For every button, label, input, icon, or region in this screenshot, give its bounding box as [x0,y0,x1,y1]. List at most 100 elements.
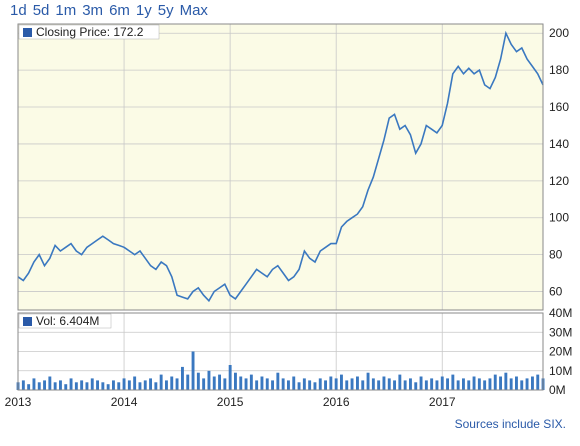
volume-legend-swatch [23,317,32,326]
volume-bar [154,382,158,390]
volume-bar [520,380,524,390]
volume-y-tick-label: 30M [549,325,572,339]
volume-bar [393,380,396,390]
volume-bar [398,374,402,390]
volume-y-axis: 0M 10M 20M 30M 40M [549,306,572,397]
volume-bar [239,376,243,390]
range-3m-button[interactable]: 3m [82,2,104,19]
volume-bar [451,374,455,390]
volume-bar [308,380,312,390]
volume-bar [159,374,163,390]
volume-bar [456,380,460,390]
volume-bar [196,372,200,390]
volume-bar [212,376,216,390]
volume-bar [127,380,131,390]
volume-bar [387,378,391,390]
range-1m-button[interactable]: 1m [55,2,77,19]
volume-bar [403,380,407,390]
volume-bar [297,382,301,390]
volume-bar [350,378,354,390]
range-5y-button[interactable]: 5y [157,2,174,19]
x-tick-label: 2013 [5,395,32,409]
price-panel-background [18,24,543,310]
volume-bar [48,376,52,390]
volume-bar [106,384,110,390]
volume-bar [302,378,306,390]
volume-y-tick-label: 10M [549,364,572,378]
volume-bar [186,374,190,390]
volume-bar [430,378,434,390]
volume-bar [74,382,78,390]
volume-bar [313,382,317,390]
volume-bar [255,380,259,390]
volume-bar [493,374,497,390]
volume-bar [117,382,121,390]
volume-bar [21,380,25,390]
volume-bar [143,380,147,390]
volume-bar [85,382,89,390]
volume-bar [59,380,62,390]
volume-bar [175,378,179,390]
volume-bar [440,376,444,390]
volume-bar [371,378,375,390]
price-y-tick-label: 140 [549,137,569,151]
price-y-tick-label: 180 [549,63,569,77]
volume-bar [207,370,211,391]
volume-bar [281,378,285,390]
volume-bar [472,376,476,390]
volume-bar [334,378,338,390]
volume-bar [462,378,465,390]
volume-bar [223,378,227,390]
volume-bar [525,378,529,390]
volume-bar [37,382,41,390]
price-legend-swatch [23,28,32,37]
volume-legend-box [18,313,112,329]
volume-y-tick-label: 0M [549,383,566,397]
volume-bar [271,380,274,390]
volume-bar [133,376,137,390]
x-axis: 2013 2014 2015 2016 2017 [5,395,456,409]
range-selector: 1d 5d 1m 3m 6m 1y 5y Max [10,0,208,22]
volume-bar [409,378,412,390]
volume-bar [43,380,46,390]
volume-bar [90,378,94,390]
volume-bar [191,351,195,390]
volume-bar [170,376,174,390]
volume-bar [504,372,508,390]
volume-bar [435,380,439,390]
volume-bar [531,376,534,390]
x-tick-label: 2014 [111,395,138,409]
volume-bar [228,365,232,390]
volume-bar [488,378,492,390]
source-note: Sources include SIX. [454,417,566,431]
range-6m-button[interactable]: 6m [109,2,130,19]
range-1y-button[interactable]: 1y [135,2,152,19]
price-y-tick-label: 80 [549,248,563,262]
range-max-button[interactable]: Max [179,2,208,19]
volume-bar [536,374,540,390]
range-1d-button[interactable]: 1d [10,2,27,19]
price-y-tick-label: 60 [549,285,563,299]
volume-bar [101,382,105,390]
volume-bar [424,380,428,390]
volume-bar [287,380,290,390]
volume-bar [329,376,333,390]
volume-bar [249,374,253,390]
x-tick-label: 2015 [217,395,244,409]
volume-y-tick-label: 40M [549,306,572,320]
volume-bar [112,380,115,390]
volume-bar [377,380,381,390]
volume-bar [446,378,449,390]
volume-bar [27,384,31,390]
volume-bar [324,380,327,390]
price-y-axis: 60 80 100 120 140 160 180 200 [549,26,569,298]
volume-bar [515,376,518,390]
range-5d-button[interactable]: 5d [32,2,50,19]
volume-legend-label: Vol: 6.404M [36,314,99,328]
volume-bar [419,376,423,390]
volume-bar [382,376,386,390]
x-tick-label: 2016 [323,395,350,409]
volume-bar [96,380,99,390]
volume-bar [149,378,152,390]
